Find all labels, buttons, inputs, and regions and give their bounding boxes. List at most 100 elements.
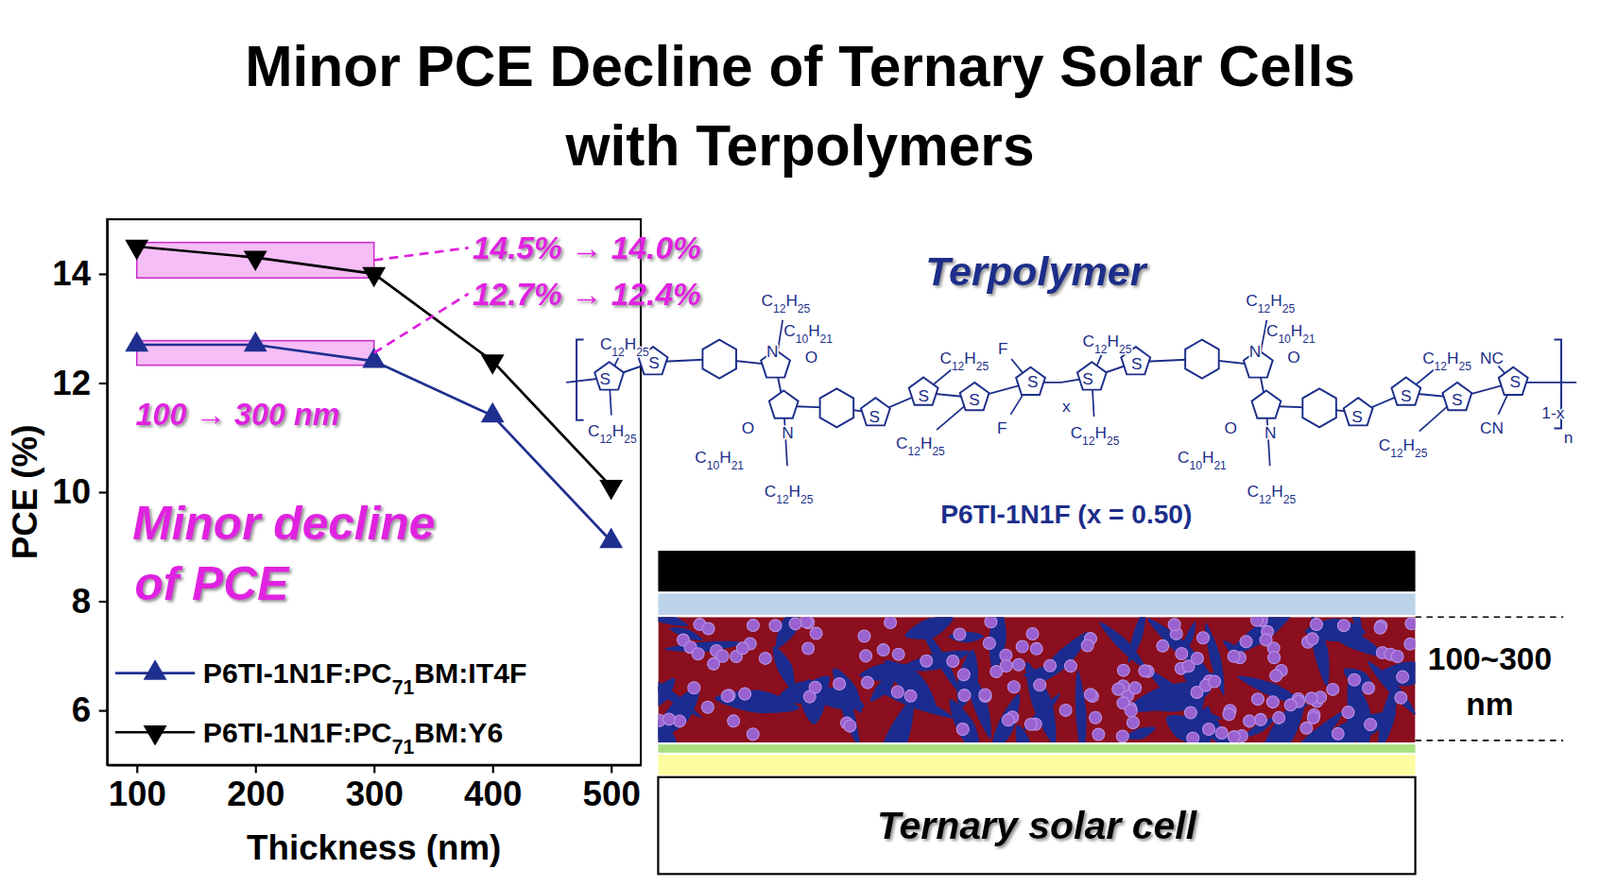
ring	[1391, 377, 1421, 405]
fullerene	[1187, 732, 1200, 743]
fullerene	[1083, 688, 1097, 702]
donor-domain	[1075, 670, 1087, 743]
fullerene	[982, 637, 996, 651]
donor-domain	[778, 681, 822, 705]
fullerene	[1001, 714, 1015, 727]
ring	[1015, 367, 1046, 396]
tick-mark	[255, 765, 258, 775]
fullerene	[1273, 711, 1286, 724]
atom-label: C12H25	[1378, 435, 1428, 461]
donor-domain	[1376, 662, 1415, 688]
marker	[124, 240, 149, 261]
atom-label: S	[648, 353, 660, 373]
atom-label: S	[1510, 372, 1522, 392]
marker	[361, 267, 386, 289]
fullerene	[843, 720, 857, 733]
fullerene	[702, 622, 715, 636]
fullerene	[1337, 619, 1350, 633]
transport-layer	[657, 744, 1415, 754]
fullerene	[1197, 632, 1210, 645]
legend-marker	[143, 659, 168, 681]
fullerene	[1404, 637, 1416, 651]
subtitle: with Terpolymers	[564, 113, 1034, 178]
title: Minor PCE Decline of Ternary Solar Cells	[244, 34, 1356, 99]
donor-domain	[1377, 683, 1397, 743]
donor-domain	[990, 693, 1021, 743]
fullerene	[884, 617, 897, 629]
legend-label: P6TI-1N1F:PC71BM:Y6	[203, 717, 503, 758]
fullerene	[758, 652, 772, 665]
fullerene	[809, 627, 823, 640]
fullerene	[979, 688, 992, 702]
fullerene	[1030, 642, 1043, 655]
fullerene	[1222, 708, 1236, 722]
ring	[1077, 361, 1107, 390]
tick-label: 6	[71, 690, 91, 730]
fullerene	[1138, 665, 1152, 678]
ring	[1185, 340, 1220, 379]
ring	[1498, 367, 1529, 396]
tick-mark	[99, 601, 108, 603]
fullerene	[662, 713, 675, 726]
fullerene	[920, 654, 933, 668]
atom-label: O	[1223, 418, 1237, 438]
substrate	[657, 777, 1415, 876]
fullerene	[1202, 723, 1215, 737]
atom-label: 1-x	[1541, 403, 1565, 423]
fullerene	[1044, 659, 1057, 672]
fullerene	[858, 630, 871, 643]
fullerene	[1310, 619, 1324, 632]
page: Minor PCE Decline of Ternary Solar Cells…	[0, 0, 1600, 886]
atom-label: O	[805, 347, 818, 367]
fullerene	[1394, 691, 1408, 705]
tick: 14	[51, 254, 107, 293]
fullerene	[833, 678, 846, 691]
donor-domain	[1023, 693, 1062, 732]
fullerene	[1284, 699, 1297, 712]
fullerene	[1175, 648, 1188, 661]
donor-domain	[657, 617, 689, 627]
ring	[769, 391, 799, 419]
fullerene	[701, 701, 714, 714]
fullerene	[1190, 653, 1204, 666]
atom-label: S	[600, 369, 612, 389]
fullerene	[707, 657, 721, 671]
tick-mark	[492, 765, 495, 775]
fullerene	[1396, 670, 1410, 684]
fullerene	[1129, 682, 1142, 695]
tick-label: 12	[51, 363, 91, 403]
fullerene	[1059, 704, 1072, 717]
atom-label: C12H25	[939, 348, 989, 374]
fullerene	[1270, 670, 1283, 683]
fullerene	[1116, 730, 1129, 743]
tick-label: 300	[345, 774, 404, 814]
fullerene	[1092, 728, 1105, 741]
atom-label: S	[1451, 390, 1463, 410]
atom-label: S	[1027, 372, 1039, 392]
fullerene	[1348, 673, 1361, 687]
structure: C12H25SC12H25SC12H25C10H21NOONC10H21C12H…	[566, 291, 1577, 507]
donor-domain	[1033, 632, 1090, 687]
fullerene	[1405, 618, 1416, 631]
atom-label: CN	[1479, 418, 1504, 438]
fullerene	[904, 689, 917, 703]
fullerene	[946, 655, 960, 669]
fullerene	[1089, 711, 1102, 724]
atom-label: C12H25	[760, 291, 810, 316]
tick: 12	[51, 363, 107, 403]
fullerene	[800, 617, 813, 629]
atom-label: C10H21	[694, 447, 744, 473]
tick-label: 8	[71, 582, 91, 621]
fullerene	[1024, 718, 1037, 731]
ito-layer	[657, 755, 1415, 776]
fullerene	[990, 665, 1003, 678]
annotation: of PCE	[135, 557, 292, 611]
x-axis-title: Thickness (nm)	[246, 828, 501, 868]
fullerene	[1112, 683, 1125, 696]
atom-label: C12H25	[600, 334, 650, 360]
fullerene	[1156, 639, 1170, 653]
annotation: 100 → 300 nm	[136, 397, 341, 432]
fullerene	[877, 644, 890, 657]
tick-label: 500	[583, 774, 641, 814]
fullerene	[1374, 621, 1387, 635]
